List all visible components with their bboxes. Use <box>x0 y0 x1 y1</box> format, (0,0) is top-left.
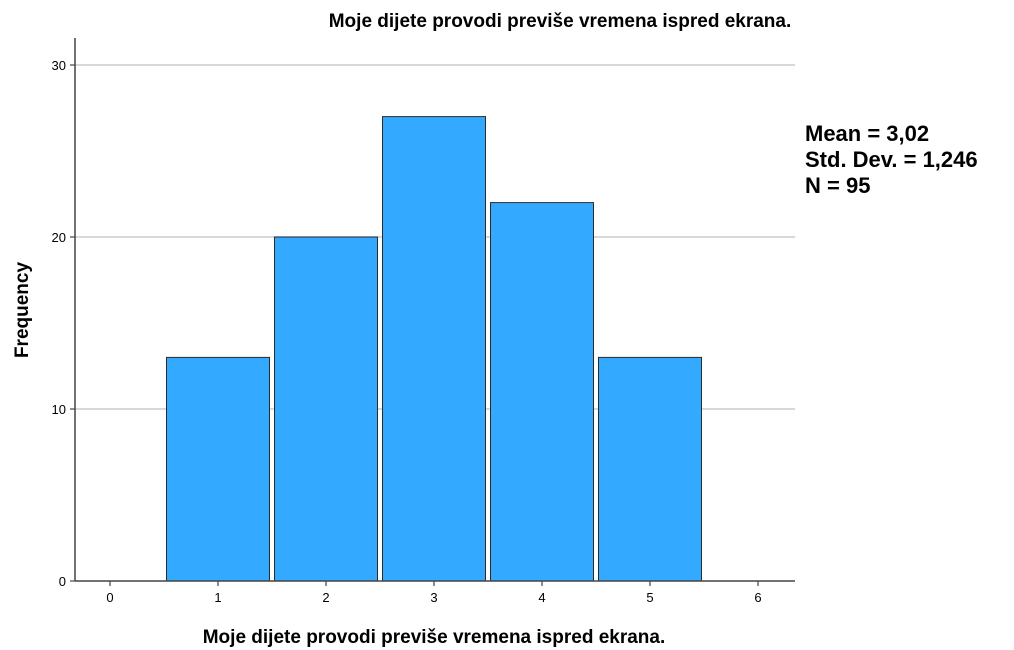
bars <box>166 116 702 582</box>
x-tick-label: 6 <box>754 590 761 605</box>
x-axis-title: Moje dijete provodi previše vremena ispr… <box>203 627 666 648</box>
y-tick-label: 10 <box>52 402 66 417</box>
bar <box>598 356 702 582</box>
x-ticks: 0 1 2 3 4 5 6 <box>106 581 762 605</box>
statistics-box: Mean = 3,02 Std. Dev. = 1,246 N = 95 <box>805 121 978 199</box>
x-tick-label: 1 <box>214 590 221 605</box>
x-tick-label: 4 <box>538 590 545 605</box>
bar <box>382 116 486 582</box>
bar <box>490 202 594 582</box>
x-tick-label: 0 <box>106 590 113 605</box>
mean-stat: Mean = 3,02 <box>805 121 930 146</box>
y-tick-label: 30 <box>52 58 66 73</box>
x-tick-label: 5 <box>646 590 653 605</box>
chart-title: Moje dijete provodi previše vremena ispr… <box>329 11 792 32</box>
y-tick-label: 20 <box>52 230 66 245</box>
bar <box>274 236 378 582</box>
std-dev-stat: Std. Dev. = 1,246 <box>805 147 978 172</box>
y-tick-label: 0 <box>59 574 66 589</box>
bar <box>166 356 270 582</box>
x-tick-label: 3 <box>430 590 437 605</box>
x-tick-label: 2 <box>322 590 329 605</box>
y-axis-title: Frequency <box>12 262 33 359</box>
y-ticks: 0 10 20 30 <box>52 58 75 589</box>
n-stat: N = 95 <box>805 173 871 198</box>
